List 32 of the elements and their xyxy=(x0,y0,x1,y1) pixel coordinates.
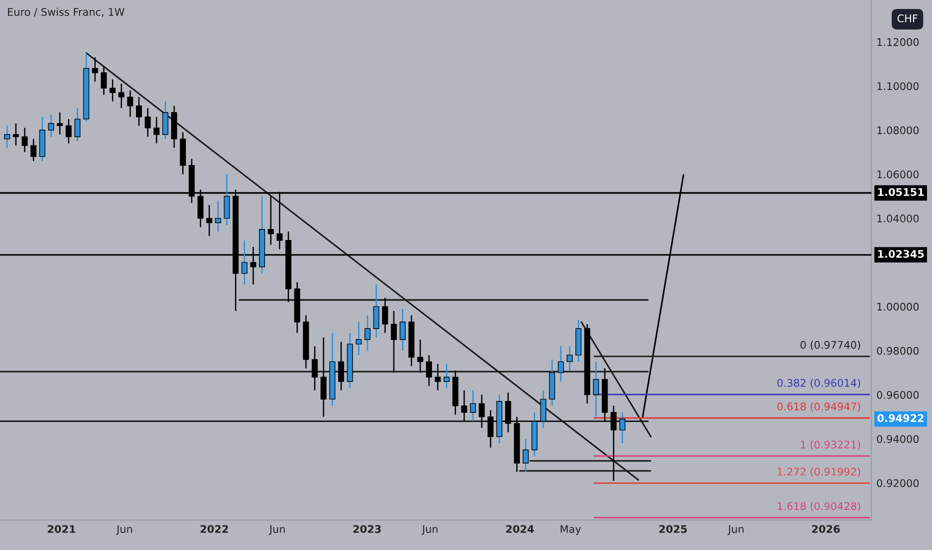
x-tick-label: 2024 xyxy=(506,525,534,533)
x-tick-label: Jun xyxy=(268,525,285,535)
y-tick-label: 0.92000 xyxy=(876,479,919,488)
x-tick-label: 2025 xyxy=(659,525,687,533)
x-tick-label: 2023 xyxy=(353,525,381,533)
y-tick-label: 0.98000 xyxy=(876,346,919,355)
series-label: 0 (0.97740) xyxy=(800,340,860,350)
x-tick-label: 2022 xyxy=(200,525,228,533)
ref-line-label: 1.02345 xyxy=(878,250,924,258)
series-label: 1.618 (0.90428) xyxy=(778,502,860,512)
x-tick-label: Jun xyxy=(116,525,132,535)
x-tick-label: May xyxy=(560,525,581,535)
x-tick-label: 2021 xyxy=(48,525,76,533)
text: Euro / Swiss Franc, 1W xyxy=(8,8,124,17)
y-tick-label: 1.10000 xyxy=(877,82,919,90)
ref-line-label: 1.05151 xyxy=(878,188,924,196)
text: 0.94922 xyxy=(877,414,924,422)
y-tick-label: 1.06000 xyxy=(877,170,919,178)
series-label: 1.272 (0.91992) xyxy=(778,468,860,477)
y-tick-label: 1.04000 xyxy=(877,214,919,222)
y-tick-label: 1.08000 xyxy=(877,126,919,134)
x-tick-label: Jun xyxy=(422,525,438,535)
series-label: 1 (0.93221) xyxy=(800,440,860,450)
y-axis-title: CHF xyxy=(898,14,918,22)
y-tick-label: 1.00000 xyxy=(877,302,919,311)
x-tick-label: Jun xyxy=(728,525,744,535)
series-label: 0.382 (0.96014) xyxy=(777,378,860,388)
y-tick-label: 0.96000 xyxy=(876,390,919,399)
y-tick-label: 1.12000 xyxy=(877,38,919,46)
series-label: 0.618 (0.94947) xyxy=(777,402,860,412)
y-tick-label: 0.94000 xyxy=(876,435,919,443)
x-tick-label: 2026 xyxy=(812,525,840,533)
